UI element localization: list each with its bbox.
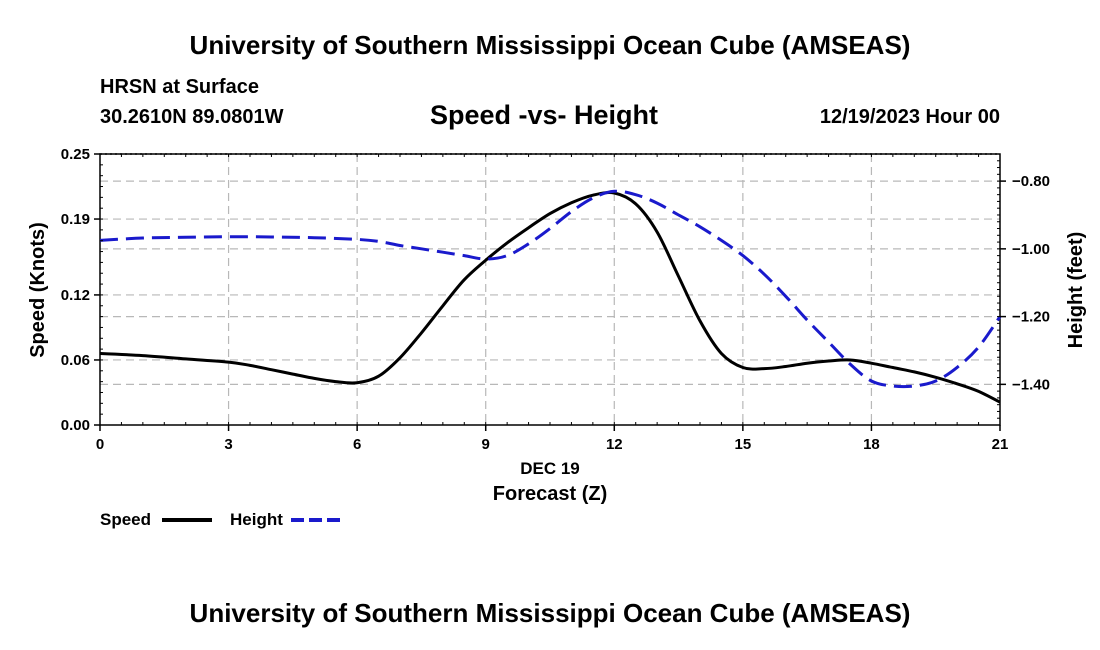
- x-tick-label: 0: [96, 436, 104, 453]
- y-axis-left-label: Speed (Knots): [27, 222, 49, 358]
- legend-speed-label: Speed: [100, 510, 151, 529]
- station-coordinates: 30.2610N 89.0801W: [100, 106, 284, 128]
- main-title: University of Southern Mississippi Ocean…: [189, 30, 911, 60]
- y-right-tick-label: −1.20: [1012, 309, 1050, 326]
- x-tick-label: 9: [482, 436, 490, 453]
- grid: [100, 154, 1000, 425]
- x-tick-label: 12: [606, 436, 623, 453]
- y-left-tick-label: 0.12: [61, 287, 90, 304]
- y-left-tick-label: 0.00: [61, 417, 90, 434]
- y-left-tick-label: 0.25: [61, 146, 90, 163]
- x-tick-label: 18: [863, 436, 880, 453]
- y-right-tick-label: −1.40: [1012, 376, 1050, 393]
- y-left-tick-label: 0.19: [61, 211, 90, 228]
- y-right-tick-label: −0.80: [1012, 173, 1050, 190]
- chart-title: Speed -vs- Height: [430, 100, 659, 130]
- x-axis-label: Forecast (Z): [493, 483, 607, 505]
- x-tick-label: 6: [353, 436, 361, 453]
- y-left-tick-label: 0.06: [61, 352, 90, 369]
- bottom-title: University of Southern Mississippi Ocean…: [189, 598, 911, 628]
- station-label: HRSN at Surface: [100, 76, 259, 98]
- x-tick-label: 15: [735, 436, 752, 453]
- legend: Speed Height: [100, 510, 343, 529]
- legend-height-label: Height: [230, 510, 283, 529]
- ticks: 0 3 6 9 12 15 18 21 0.00 0.06 0.12 0.19 0.25 −1.40 −1.…: [61, 146, 1050, 453]
- y-axis-right-label: Height (feet): [1065, 232, 1087, 349]
- series-line-speed: [99, 191, 1001, 404]
- x-axis-date-label: DEC 19: [520, 459, 580, 478]
- x-tick-label: 21: [992, 436, 1009, 453]
- series-lines: [99, 189, 1002, 404]
- series-line-height: [99, 189, 1002, 389]
- x-tick-label: 3: [224, 436, 232, 453]
- y-right-tick-label: −1.00: [1012, 241, 1050, 258]
- forecast-date: 12/19/2023 Hour 00: [819, 106, 1000, 128]
